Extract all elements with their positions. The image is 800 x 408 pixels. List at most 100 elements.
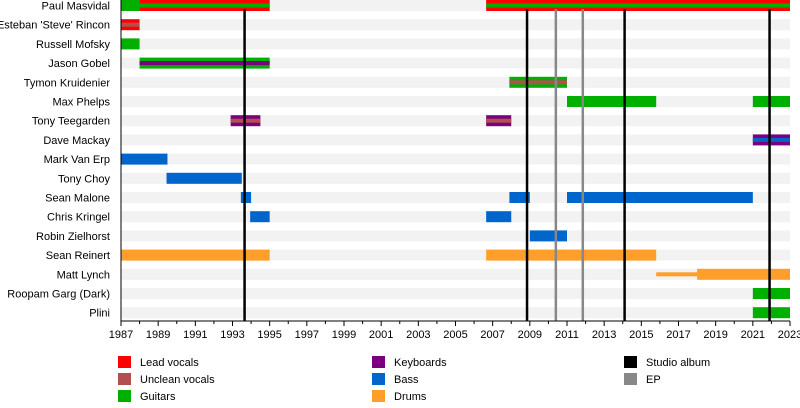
bar-guitars [121,0,140,11]
bar-stripe-bass [752,137,790,142]
member-label: Tymon Kruidenier [24,77,111,89]
row-stripes [121,0,790,319]
member-label: Matt Lynch [57,269,110,281]
row-stripe [121,0,790,11]
row-stripe [121,268,790,280]
member-label: Sean Malone [45,193,110,205]
legend-label-bass: Bass [394,374,419,386]
legend-swatch-guitars [118,390,131,402]
bar-drums [486,249,657,261]
x-tick-label: 2013 [592,329,616,341]
bar-guitars [752,288,790,299]
member-label: Paul Masvidal [42,1,110,13]
legend-swatch-studio_album [624,356,637,368]
x-tick-label: 1995 [257,329,281,341]
legend-label-studio_album: Studio album [646,357,710,369]
member-label: Esteban 'Steve' Rincon [0,20,110,32]
bar-bass [529,230,567,242]
legend-swatch-drums [372,390,385,402]
row-stripe [121,38,790,50]
row-stripe [121,57,790,69]
x-tick-label: 1999 [332,329,356,341]
member-label: Jason Gobel [48,58,110,70]
bar-stripe-unclean_vocals [509,80,567,85]
x-tick-label: 1991 [183,329,207,341]
bar-bass [121,153,168,165]
legend-swatch-unclean_vocals [118,373,131,385]
x-tick-label: 2021 [741,329,765,341]
legend-swatch-keyboards [372,356,385,368]
member-label: Russell Mofsky [36,39,110,51]
bar-guitars [752,307,790,319]
member-label: Chris Kringel [47,212,110,224]
bar-drums [121,249,270,261]
row-stripe [121,153,790,165]
x-tick-label: 1987 [109,329,133,341]
bar-drums-thin [656,272,698,277]
bar-stripe-guitars [486,3,790,8]
row-stripe [121,115,790,127]
x-tick-label: 2007 [480,329,504,341]
member-bars [121,0,790,319]
x-tick-label: 2011 [555,329,579,341]
legend: Lead vocals Unclean vocals Guitars Keyboard… [118,356,710,403]
row-stripe [121,307,790,319]
legend-swatch-ep [624,373,637,385]
x-tick-label: 1989 [146,329,170,341]
member-labels: Paul Masvidal Esteban 'Steve' Rincon Russe… [0,1,110,320]
member-label: Dave Mackay [43,135,110,147]
x-tick-label: 2019 [703,329,727,341]
x-tick-label: 1993 [220,329,244,341]
bar-bass [567,192,753,203]
member-label: Plini [89,308,110,320]
legend-label-keyboards: Keyboards [394,357,447,369]
bar-bass [509,192,530,203]
x-tick-label: 2023 [778,329,800,341]
row-stripe [121,211,790,223]
legend-swatch-lead_vocals [118,356,131,368]
x-tick-label: 2009 [518,329,542,341]
row-stripe [121,19,790,31]
member-label: Roopam Garg (Dark) [7,289,110,301]
x-tick-label: 2005 [443,329,467,341]
bar-stripe-unclean_vocals [121,22,140,27]
row-stripe [121,192,790,203]
member-label: Mark Van Erp [44,154,110,166]
member-label: Tony Teegarden [32,116,110,128]
member-label: Tony Choy [58,173,110,185]
bar-guitars [567,96,657,107]
bar-drums [697,268,790,280]
legend-label-lead_vocals: Lead vocals [140,357,199,369]
bar-guitars [752,96,790,107]
bar-bass [240,192,252,203]
bar-bass [486,211,512,223]
row-stripe [121,172,790,184]
row-stripe [121,76,790,88]
x-tick-label: 2017 [666,329,690,341]
bar-stripe-guitars [139,3,270,8]
bar-stripe-keyboards [139,61,270,66]
member-label: Sean Reinert [46,250,110,262]
row-stripe [121,134,790,146]
release-lines [243,9,771,321]
legend-label-drums: Drums [394,391,427,403]
legend-label-unclean_vocals: Unclean vocals [140,374,215,386]
bar-guitars [121,38,140,50]
bar-bass [166,172,242,184]
bar-bass [250,211,270,223]
legend-swatch-bass [372,373,385,385]
row-stripe [121,230,790,242]
legend-label-ep: EP [646,374,661,386]
legend-label-guitars: Guitars [140,391,176,403]
row-stripe [121,288,790,299]
row-stripe [121,249,790,261]
x-tick-label: 1997 [295,329,319,341]
member-label: Robin Zielhorst [36,231,110,243]
member-label: Max Phelps [53,97,111,109]
x-tick-label: 2015 [629,329,653,341]
x-tick-label: 2003 [406,329,430,341]
x-tick-label: 2001 [369,329,393,341]
x-axis: 1987 1989 1991 1993 1995 1997 1999 2001 2003 2005… [109,0,800,341]
bar-stripe-unclean_vocals [486,118,512,123]
